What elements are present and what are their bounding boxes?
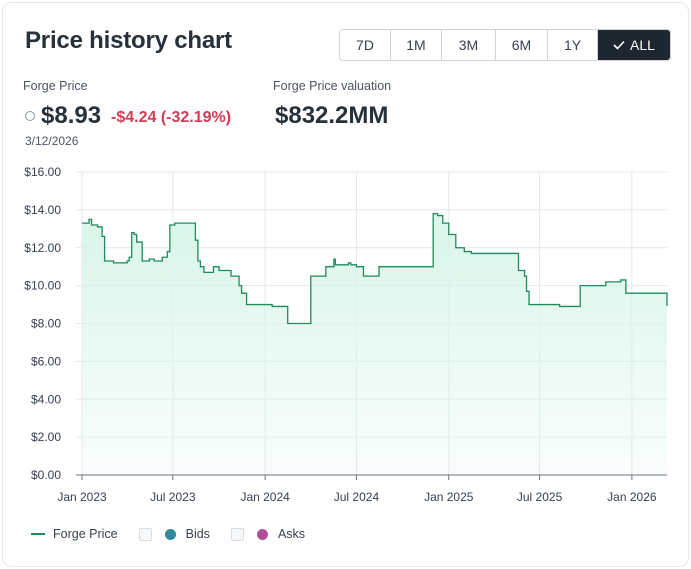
x-tick-label: Jan 2025 [424,490,474,504]
y-tick-label: $10.00 [24,279,61,293]
circle-icon [25,111,35,121]
forge-price-line [82,213,668,325]
x-tick-label: Jul 2023 [150,490,196,504]
x-tick-label: Jul 2025 [517,490,563,504]
forge-price-area [82,213,667,475]
range-button-all[interactable]: ALL [598,30,670,60]
time-range-selector: 7D 1M 3M 6M 1Y ALL [339,29,671,61]
x-tick-label: Jan 2026 [607,490,657,504]
forge-price-label: Forge Price [23,79,88,93]
y-tick-label: $14.00 [24,203,61,217]
y-tick-label: $0.00 [31,468,61,482]
legend-item-asks[interactable]: Asks [230,527,305,541]
check-icon [613,40,625,50]
range-button-1y[interactable]: 1Y [548,30,598,60]
y-tick-label: $16.00 [24,165,61,179]
price-change: -$4.24 (-32.19%) [111,109,232,126]
range-button-1m[interactable]: 1M [391,30,442,60]
range-button-7d[interactable]: 7D [340,30,391,60]
y-tick-label: $6.00 [31,354,61,368]
x-tick-label: Jul 2024 [334,490,380,504]
current-price: $8.93 [41,102,102,129]
chart-legend: Forge Price Bids Asks [31,527,305,541]
asks-checkbox[interactable] [230,527,244,541]
bids-checkbox[interactable] [138,527,152,541]
y-tick-label: $12.00 [24,241,61,255]
valuation-value: $832.2MM [275,102,389,129]
page-title: Price history chart [25,27,232,54]
line-swatch-icon [31,533,45,535]
legend-item-forge-price: Forge Price [31,527,118,541]
valuation-label: Forge Price valuation [273,79,392,93]
y-tick-label: $8.00 [31,317,61,331]
y-tick-label: $2.00 [31,430,61,444]
range-button-6m[interactable]: 6M [496,30,548,60]
x-tick-label: Jan 2024 [240,490,290,504]
bids-dot-icon [164,528,176,540]
asks-dot-icon [256,528,268,540]
y-tick-label: $4.00 [31,392,61,406]
price-date: 3/12/2026 [25,134,79,148]
x-tick-label: Jan 2023 [57,490,107,504]
range-button-3m[interactable]: 3M [442,30,496,60]
legend-item-bids[interactable]: Bids [138,527,210,541]
